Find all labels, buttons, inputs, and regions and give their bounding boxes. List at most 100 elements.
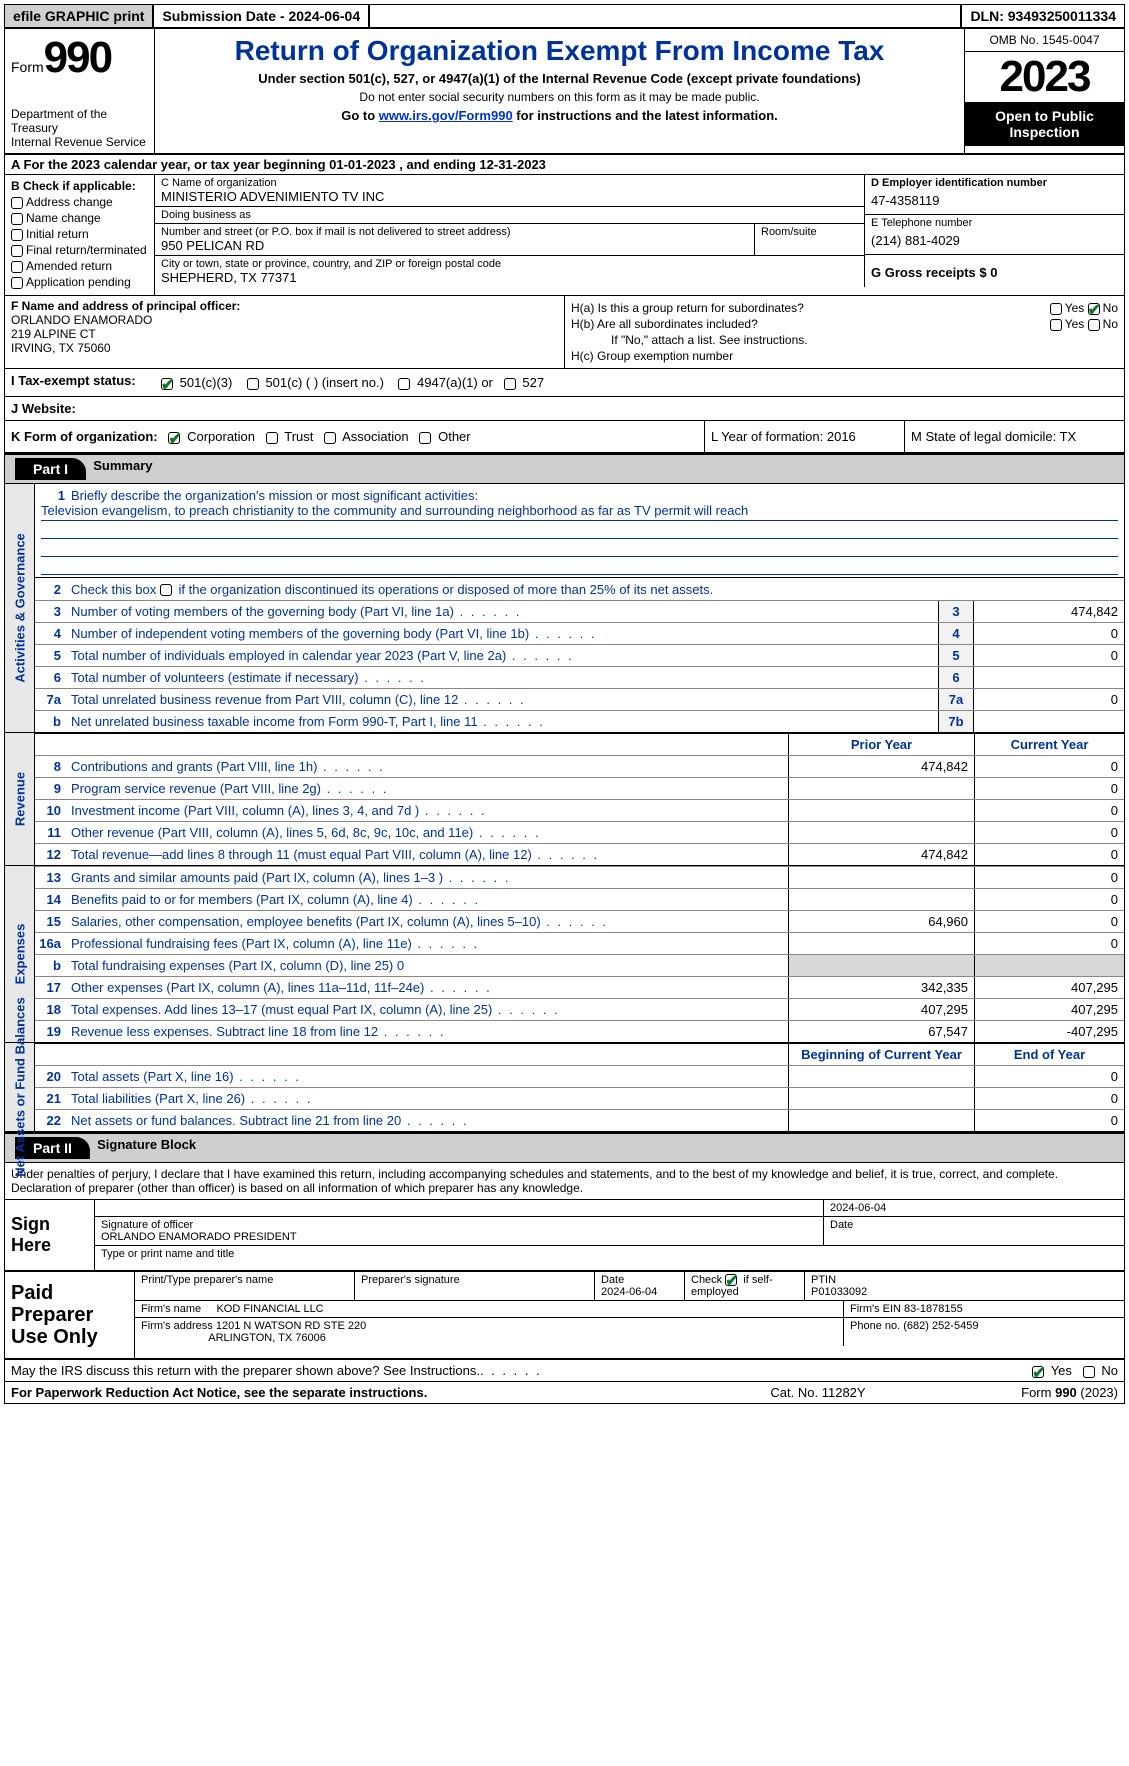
line-box: 7a [938, 689, 974, 710]
firm-name-label: Firm's name [141, 1303, 201, 1315]
chk-trust[interactable] [266, 432, 278, 444]
line-prior: 407,295 [788, 999, 974, 1020]
chk-address-change[interactable] [11, 197, 23, 209]
line-num: 11 [35, 825, 67, 840]
hb-yes[interactable] [1050, 319, 1062, 331]
ha-no[interactable] [1088, 303, 1100, 315]
line-desc: Total number of volunteers (estimate if … [67, 668, 938, 687]
line-box: 5 [938, 645, 974, 666]
paperwork-notice: For Paperwork Reduction Act Notice, see … [11, 1385, 718, 1400]
chk-self-employed[interactable] [725, 1274, 737, 1286]
dept-treasury: Department of the Treasury [11, 107, 148, 135]
chk-4947[interactable] [398, 378, 410, 390]
line-num: 21 [35, 1091, 67, 1106]
chk-corp[interactable] [168, 432, 180, 444]
form-foot-c: (2023) [1077, 1385, 1118, 1400]
tab-net-assets: Net Assets or Fund Balances [12, 997, 27, 1176]
opt-corp: Corporation [187, 429, 255, 444]
line-desc: Net assets or fund balances. Subtract li… [67, 1111, 788, 1130]
line-current: 0 [974, 867, 1124, 888]
line-current: 407,295 [974, 977, 1124, 998]
line-box: 6 [938, 667, 974, 688]
chk-501c3[interactable] [161, 378, 173, 390]
ein-value: 47-4358119 [871, 189, 1118, 212]
chk-app-pending[interactable] [11, 277, 23, 289]
sig-officer-label: Signature of officer [101, 1219, 817, 1231]
line-desc: Program service revenue (Part VIII, line… [67, 779, 788, 798]
line-prior [788, 1066, 974, 1087]
chk-501c[interactable] [247, 378, 259, 390]
mission-text: Television evangelism, to preach christi… [41, 503, 1118, 521]
line-desc: Total assets (Part X, line 16) [67, 1067, 788, 1086]
line-current: 0 [974, 911, 1124, 932]
chk-527[interactable] [504, 378, 516, 390]
may-yes[interactable] [1032, 1366, 1044, 1378]
form-word: Form [11, 59, 44, 75]
line-prior: 342,335 [788, 977, 974, 998]
yes-label: Yes [1065, 317, 1085, 331]
sec-b-label: B Check if applicable: [11, 179, 148, 193]
chk-discontinued[interactable] [160, 584, 172, 596]
line-desc: Other revenue (Part VIII, column (A), li… [67, 823, 788, 842]
line1-label: Briefly describe the organization's miss… [71, 488, 478, 503]
goto-link[interactable]: www.irs.gov/Form990 [379, 108, 513, 123]
line-prior [788, 1088, 974, 1109]
hb-no[interactable] [1088, 319, 1100, 331]
line-num: 12 [35, 847, 67, 862]
line-box: 3 [938, 601, 974, 622]
firm-ein: Firm's EIN 83-1878155 [844, 1301, 1124, 1317]
hb-label: H(b) Are all subordinates included? [571, 317, 758, 331]
sig-officer-name: ORLANDO ENAMORADO PRESIDENT [101, 1231, 817, 1243]
tab-expenses: Expenses [12, 924, 27, 985]
line-desc: Number of voting members of the governin… [67, 602, 938, 621]
line-prior [788, 822, 974, 843]
omb-number: OMB No. 1545-0047 [965, 29, 1124, 52]
part1-title: Summary [93, 458, 152, 480]
tel-value: (214) 881-4029 [871, 229, 1118, 252]
opt-4947: 4947(a)(1) or [417, 375, 493, 390]
chk-initial-return[interactable] [11, 229, 23, 241]
line-num: 3 [35, 604, 67, 619]
line-prior: 67,547 [788, 1021, 974, 1042]
form-number: 990 [44, 33, 111, 82]
chk-final-return[interactable] [11, 245, 23, 257]
officer-label: F Name and address of principal officer: [11, 299, 558, 313]
prep-sig-label: Preparer's signature [355, 1272, 595, 1300]
street-value: 950 PELICAN RD [161, 238, 748, 253]
line-prior [788, 778, 974, 799]
dba-label: Doing business as [161, 209, 858, 221]
firm-addr-label: Firm's address [141, 1320, 213, 1332]
may-no-label: No [1101, 1363, 1118, 1378]
tab-governance: Activities & Governance [12, 533, 27, 683]
line2-pre: Check this box [71, 582, 160, 597]
line-current: 0 [974, 844, 1124, 865]
tax-status-label: I Tax-exempt status: [5, 369, 155, 396]
chk-amended-return[interactable] [11, 261, 23, 273]
officer-addr1: 219 ALPINE CT [11, 327, 558, 341]
chk-other[interactable] [419, 432, 431, 444]
mission-blank1 [41, 521, 1118, 539]
line-prior [788, 933, 974, 954]
goto-pre: Go to [341, 108, 379, 123]
tax-year: 2023 [965, 52, 1124, 102]
line-num: 18 [35, 1002, 67, 1017]
ha-yes[interactable] [1050, 303, 1062, 315]
opt-assoc: Association [342, 429, 408, 444]
line-desc: Net unrelated business taxable income fr… [67, 712, 938, 731]
firm-addr1: 1201 N WATSON RD STE 220 [216, 1320, 366, 1332]
chk-assoc[interactable] [324, 432, 336, 444]
line-amt: 0 [974, 689, 1124, 710]
hb-note: If "No," attach a list. See instructions… [571, 333, 1118, 347]
form-subtitle: Under section 501(c), 527, or 4947(a)(1)… [165, 71, 954, 86]
line-desc: Total number of individuals employed in … [67, 646, 938, 665]
website-label: J Website: [5, 397, 1124, 421]
year-formation: L Year of formation: 2016 [704, 421, 904, 452]
line-num: 22 [35, 1113, 67, 1128]
opt-initial-return: Initial return [26, 227, 89, 241]
irs-label: Internal Revenue Service [11, 135, 148, 149]
may-no[interactable] [1083, 1366, 1095, 1378]
mission-blank3 [41, 557, 1118, 575]
state-domicile: M State of legal domicile: TX [904, 421, 1124, 452]
col-prior-year: Prior Year [788, 734, 974, 755]
chk-name-change[interactable] [11, 213, 23, 225]
